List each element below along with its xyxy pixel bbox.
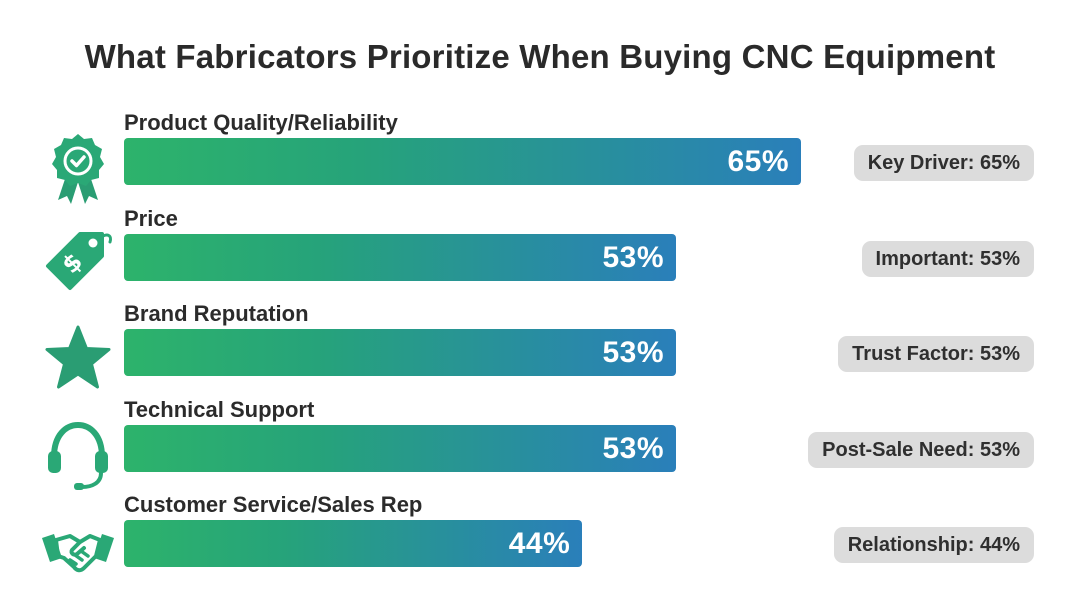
chart-title: What Fabricators Prioritize When Buying … [84,38,996,75]
bar: 53% [124,233,676,281]
bar: 53% [124,329,676,376]
bar-row: Brand Reputation 53% Trust Factor: 53% [0,301,1080,396]
category-badge: Trust Factor: 53% [838,336,1034,372]
bar-value-label: 44% [508,527,571,560]
bar-row: Technical Support 53% Post-Sale Need: 53% [0,397,1080,492]
handshake-icon [40,512,116,588]
bar: 53% [124,424,676,472]
bar-row: $ Price 53% Important: 53% [0,206,1080,301]
bar: 44% [124,520,583,567]
category-badge: Relationship: 44% [833,527,1034,563]
category-label: Price [124,205,178,231]
bar: 65% [124,138,801,185]
bar-value-label: 53% [602,240,664,274]
price-tag-icon: $ [40,226,116,302]
bar-row: Product Quality/Reliability 65% Key Driver… [0,110,1080,205]
category-label: Product Quality/Reliability [124,110,398,135]
star-icon [40,321,116,397]
bar-row: Customer Service/Sales Rep 44% Relationshi… [0,492,1080,587]
category-label: Customer Service/Sales Rep [124,492,423,517]
category-label: Technical Support [124,396,315,422]
bar-value-label: 53% [602,431,664,465]
award-ribbon-icon [40,130,116,206]
category-label: Brand Reputation [124,301,309,326]
category-badge: Important: 53% [861,240,1034,277]
bar-value-label: 53% [602,336,664,369]
category-badge: Post-Sale Need: 53% [808,431,1034,468]
headset-icon [40,417,116,493]
bar-value-label: 65% [727,145,789,178]
category-badge: Key Driver: 65% [853,145,1034,181]
